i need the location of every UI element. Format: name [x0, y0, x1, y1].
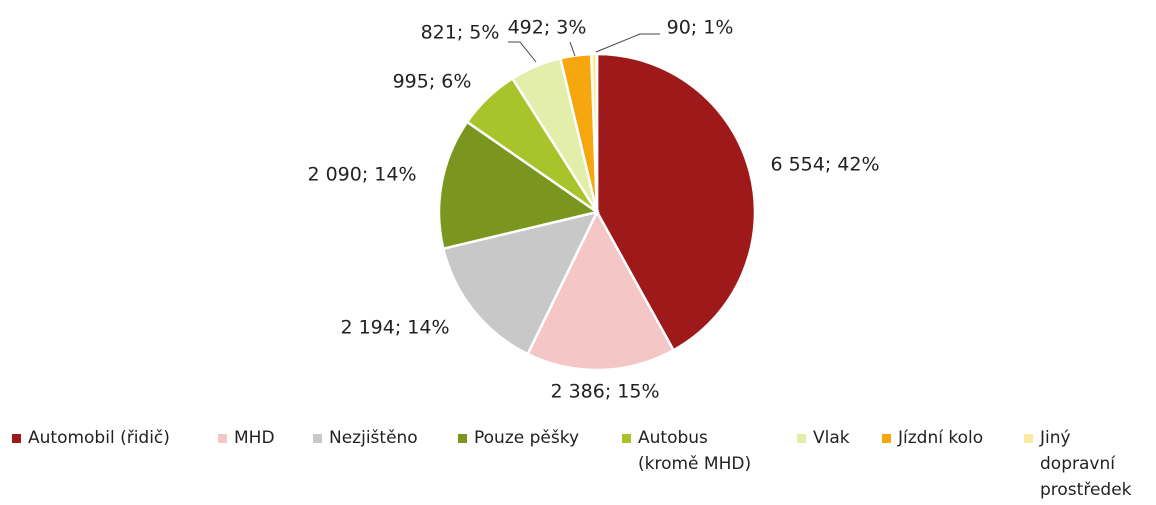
data-label: 821; 5%	[421, 22, 500, 44]
pie-slice	[441, 210, 600, 356]
pie-slice	[595, 52, 757, 352]
data-label: 995; 6%	[393, 71, 472, 93]
legend-swatch	[218, 434, 227, 443]
legend-item: Pouze pěšky	[458, 425, 579, 451]
legend-label: Pouze pěšky	[474, 428, 580, 448]
legend-swatch	[882, 434, 891, 443]
pie-slice	[437, 120, 601, 251]
legend-swatch	[797, 434, 806, 443]
legend-item: Nezjištěno	[313, 425, 418, 451]
legend-item: Automobil (řidič)	[12, 425, 170, 451]
data-label: 492; 3%	[508, 17, 587, 39]
legend-swatch	[12, 434, 21, 443]
legend-label: Jízdní kolo	[898, 428, 984, 448]
legend-swatch	[313, 434, 322, 443]
legend-label: Automobil (řidič)	[28, 428, 170, 448]
legend-label: Jiný dopravní prostředek	[1040, 428, 1132, 500]
data-label: 2 386; 15%	[550, 381, 659, 403]
legend-label: MHD	[234, 428, 275, 448]
legend-item: Autobus (kromě MHD)	[622, 425, 772, 477]
legend-item: Vlak	[797, 425, 850, 451]
legend-swatch	[458, 434, 467, 443]
data-label: 2 090; 14%	[307, 164, 416, 186]
legend-item: Jiný dopravní prostředek	[1024, 425, 1144, 503]
legend-label: Autobus (kromě MHD)	[638, 428, 752, 474]
legend-swatch	[1024, 434, 1033, 443]
data-label: 90; 1%	[667, 17, 734, 39]
legend-swatch	[622, 434, 631, 443]
leader-line	[508, 41, 537, 63]
pie-slice	[589, 52, 599, 213]
legend-item: MHD	[218, 425, 275, 451]
data-label: 2 194; 14%	[340, 317, 449, 339]
legend-item: Jízdní kolo	[882, 425, 983, 451]
chart: 6 554; 42% 2 386; 15% 2 194; 14% 2 090; 14%…	[307, 17, 879, 403]
legend: Automobil (řidič) MHD Nezjištěno Pouze pěšk…	[0, 425, 1156, 505]
legend-label: Nezjištěno	[329, 428, 418, 448]
leader-line	[569, 41, 576, 57]
data-label: 6 554; 42%	[770, 154, 879, 176]
pie-slice	[526, 209, 676, 372]
legend-label: Vlak	[813, 428, 850, 448]
leader-line	[595, 33, 660, 53]
